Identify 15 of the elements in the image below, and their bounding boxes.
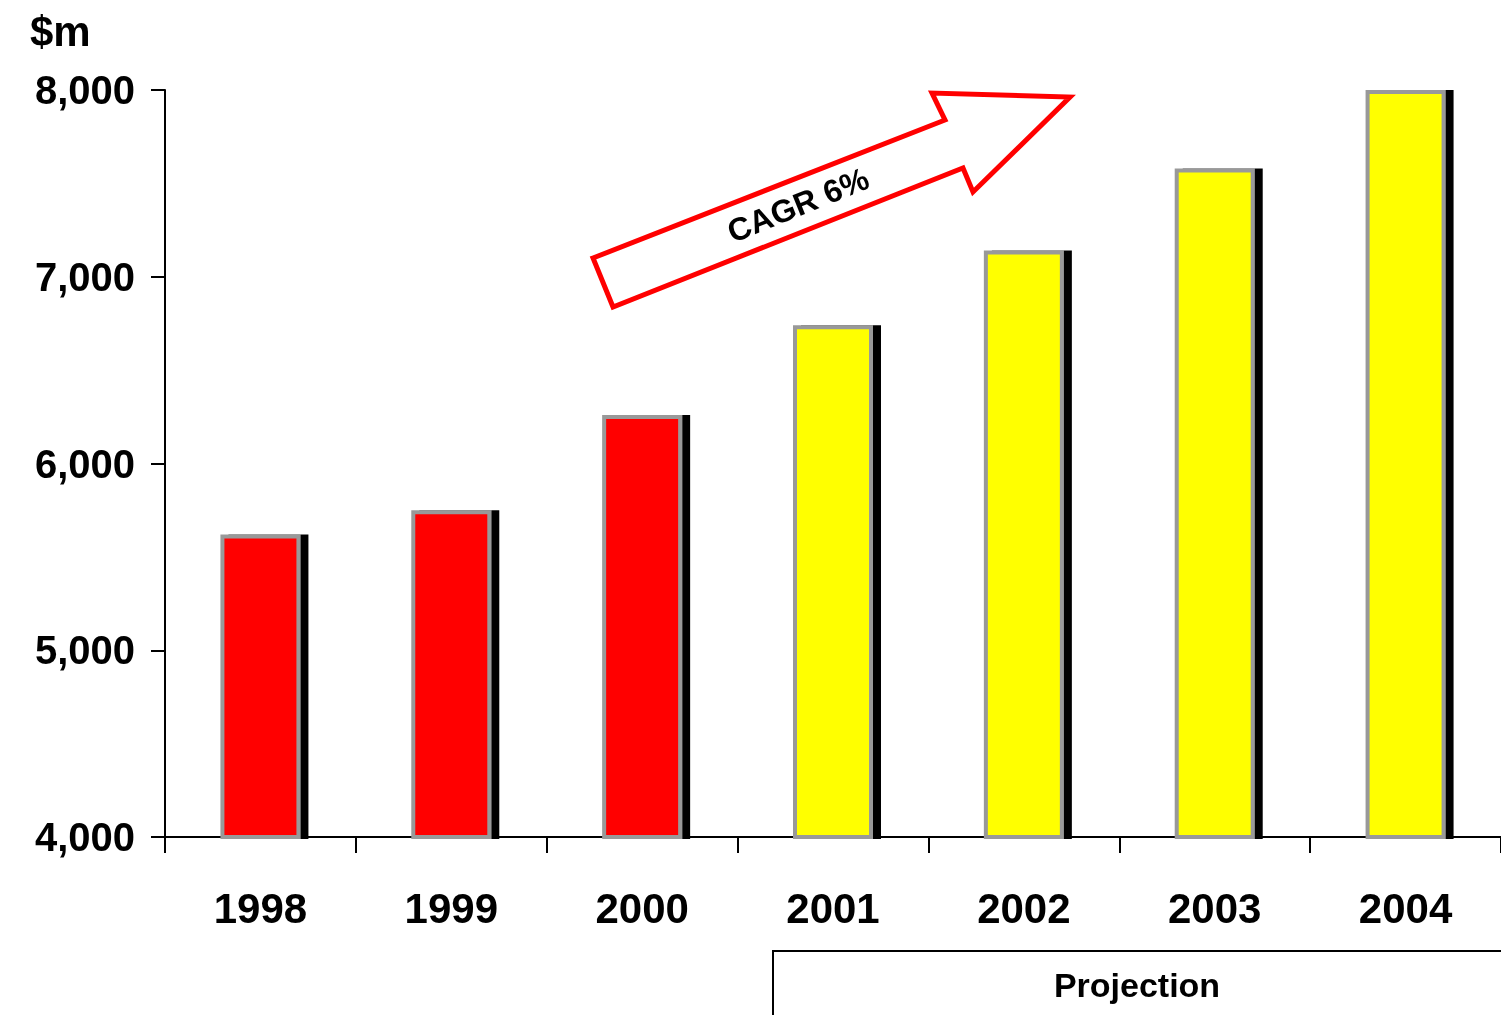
y-tick-label: 8,000 <box>34 68 135 112</box>
annotation: CAGR 6% <box>722 160 874 250</box>
y-axis-title: $m <box>30 7 91 55</box>
x-tick-label: 2002 <box>977 884 1071 932</box>
y-tick-label: 6,000 <box>34 441 135 486</box>
x-tick-label: 1999 <box>404 884 498 932</box>
x-tick-label: 2000 <box>595 884 689 932</box>
x-tick-label: 1998 <box>213 884 308 932</box>
y-tick-label: 4,000 <box>34 815 135 859</box>
x-tick-label: 2003 <box>1168 884 1262 932</box>
x-tick-label: 2004 <box>1358 884 1453 932</box>
y-tick-label: 5,000 <box>34 628 135 673</box>
y-tick-label: 7,000 <box>34 254 135 299</box>
text: Projection <box>1053 966 1221 1004</box>
x-tick-label: 2001 <box>786 884 880 932</box>
